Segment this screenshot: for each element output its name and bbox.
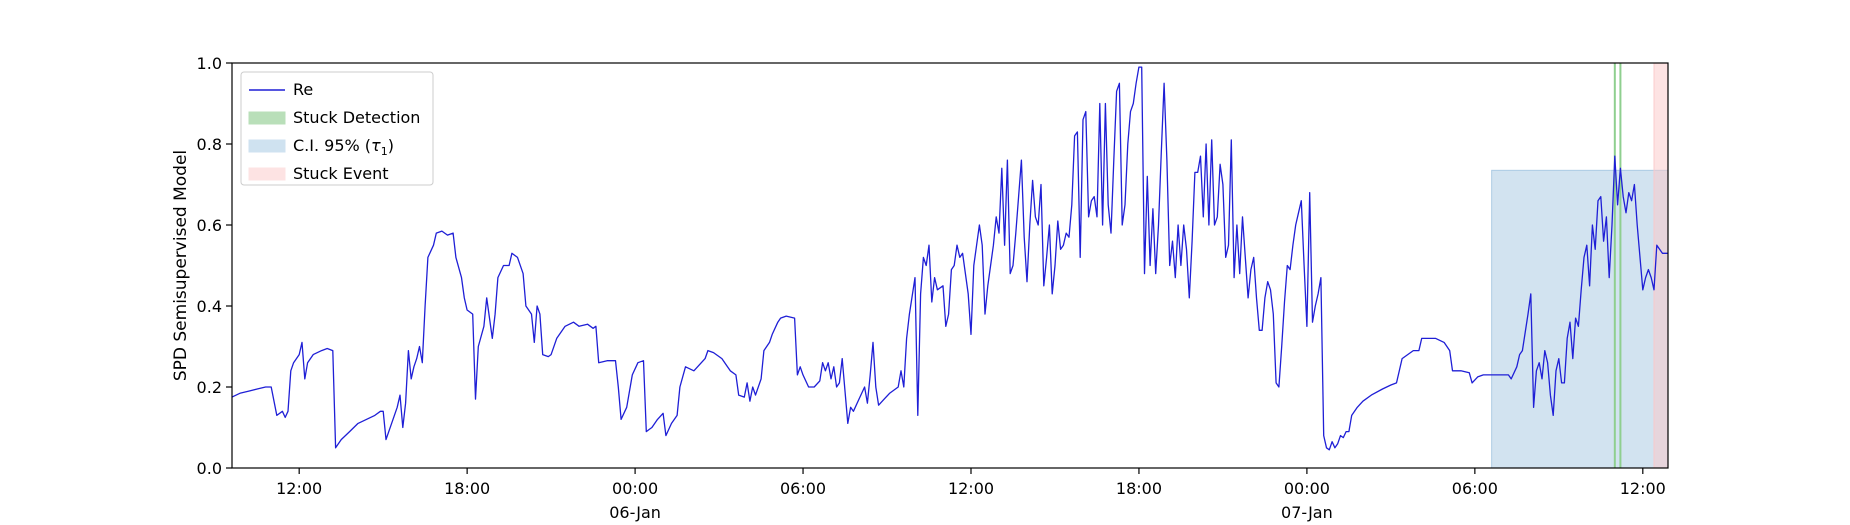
legend: Re Stuck Detection C.I. 95% (τ1) Stuck Even… xyxy=(240,71,434,186)
legend-swatch-patch xyxy=(248,139,286,153)
y-axis-label: SPD Semisupervised Model xyxy=(171,150,191,381)
y-tick-label: 0.6 xyxy=(197,216,222,235)
shaded-regions xyxy=(1491,62,1669,469)
x-tick-label: 18:00 xyxy=(1116,479,1162,498)
stuck-detection-lines xyxy=(1613,63,1622,468)
x-tick-label: 12:00 xyxy=(276,479,322,498)
y-tick-label: 0.4 xyxy=(197,297,222,316)
region-0 xyxy=(1491,169,1669,469)
x-tick-label: 00:00 xyxy=(1284,479,1330,498)
legend-label: Re xyxy=(293,80,313,99)
legend-label: C.I. 95% (τ1) xyxy=(293,136,394,158)
x-tick-label: 12:00 xyxy=(948,479,994,498)
x-tick-date: 07-Jan xyxy=(1281,503,1333,522)
x-tick-label: 06:00 xyxy=(780,479,826,498)
y-tick-label: 0.0 xyxy=(197,459,222,478)
x-tick-label: 06:00 xyxy=(1452,479,1498,498)
x-tick-date: 06-Jan xyxy=(609,503,661,522)
legend-label: Stuck Detection xyxy=(293,108,420,127)
x-tick-label: 00:00 xyxy=(612,479,658,498)
legend-swatch-patch xyxy=(248,167,286,181)
x-tick-label: 12:00 xyxy=(1620,479,1666,498)
y-tick-label: 0.2 xyxy=(197,378,222,397)
series-line-re xyxy=(231,66,1668,451)
x-tick-label: 18:00 xyxy=(444,479,490,498)
legend-label: Stuck Event xyxy=(293,164,389,183)
y-tick-label: 0.8 xyxy=(197,135,222,154)
y-tick-label: 1.0 xyxy=(197,54,222,73)
y-axis: 0.0 0.2 0.4 0.6 0.8 1.0 xyxy=(197,54,232,478)
legend-box xyxy=(240,71,434,186)
plot-frame xyxy=(231,62,1669,469)
legend-swatch-patch xyxy=(248,111,286,125)
series-lines xyxy=(231,66,1668,451)
x-tick-year: 1900 xyxy=(615,523,656,525)
x-axis: 12:00 18:00 00:00 06-Jan 06:00 12:00 18:00 00:0… xyxy=(276,468,1666,525)
